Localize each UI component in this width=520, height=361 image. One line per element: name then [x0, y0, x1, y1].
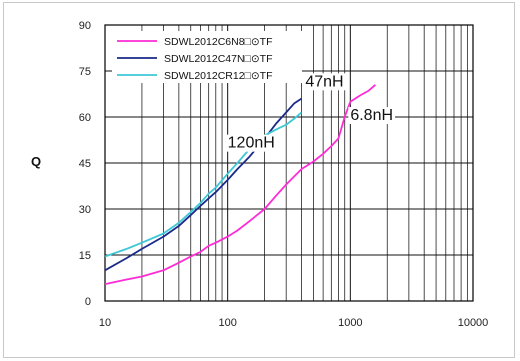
legend: SDWL2012C6N8□⊙TF SDWL2012C47N□⊙TF SDWL2012…: [112, 31, 302, 83]
x-tick-label: 1000: [338, 317, 362, 329]
curve-label: 6.8nH: [350, 107, 393, 124]
curve-annotations: 120nH 47nH 6.8nH: [225, 73, 396, 152]
x-tick-label: 100: [218, 317, 236, 329]
series-line: [104, 111, 303, 258]
y-tick-label: 60: [79, 112, 91, 124]
legend-entry: SDWL2012CR12□⊙TF: [164, 70, 273, 82]
y-tick-label: 75: [79, 66, 91, 78]
curve-label: 120nH: [228, 135, 275, 152]
x-tick-label: 10: [99, 317, 111, 329]
curve-label-bg: [303, 73, 346, 91]
y-tick-label: 15: [79, 250, 91, 262]
chart-panel: 0 15 30 45 60 75 90 10 100 1000 10000 Q SDWL2012C6…: [3, 2, 515, 358]
series-line: [104, 84, 376, 285]
axis-ticks: 0 15 30 45 60 75 90 10 100 1000 10000: [79, 20, 489, 329]
legend-entry: SDWL2012C6N8□⊙TF: [164, 36, 273, 48]
y-tick-label: 90: [79, 20, 91, 32]
y-tick-label: 45: [79, 158, 91, 170]
curve-label-bg: [225, 134, 277, 152]
series-lines: [104, 84, 376, 285]
y-axis-label: Q: [31, 154, 41, 169]
q-frequency-chart: 0 15 30 45 60 75 90 10 100 1000 10000 Q SDWL2012C6…: [31, 20, 489, 329]
legend-entry: SDWL2012C47N□⊙TF: [164, 53, 273, 65]
plot-border: [104, 24, 474, 302]
curve-label: 47nH: [305, 73, 343, 90]
curve-label-bg: [348, 107, 396, 125]
y-tick-label: 30: [79, 204, 91, 216]
x-tick-label: 10000: [458, 317, 489, 329]
y-tick-label: 0: [85, 296, 91, 308]
series-line: [104, 97, 302, 272]
